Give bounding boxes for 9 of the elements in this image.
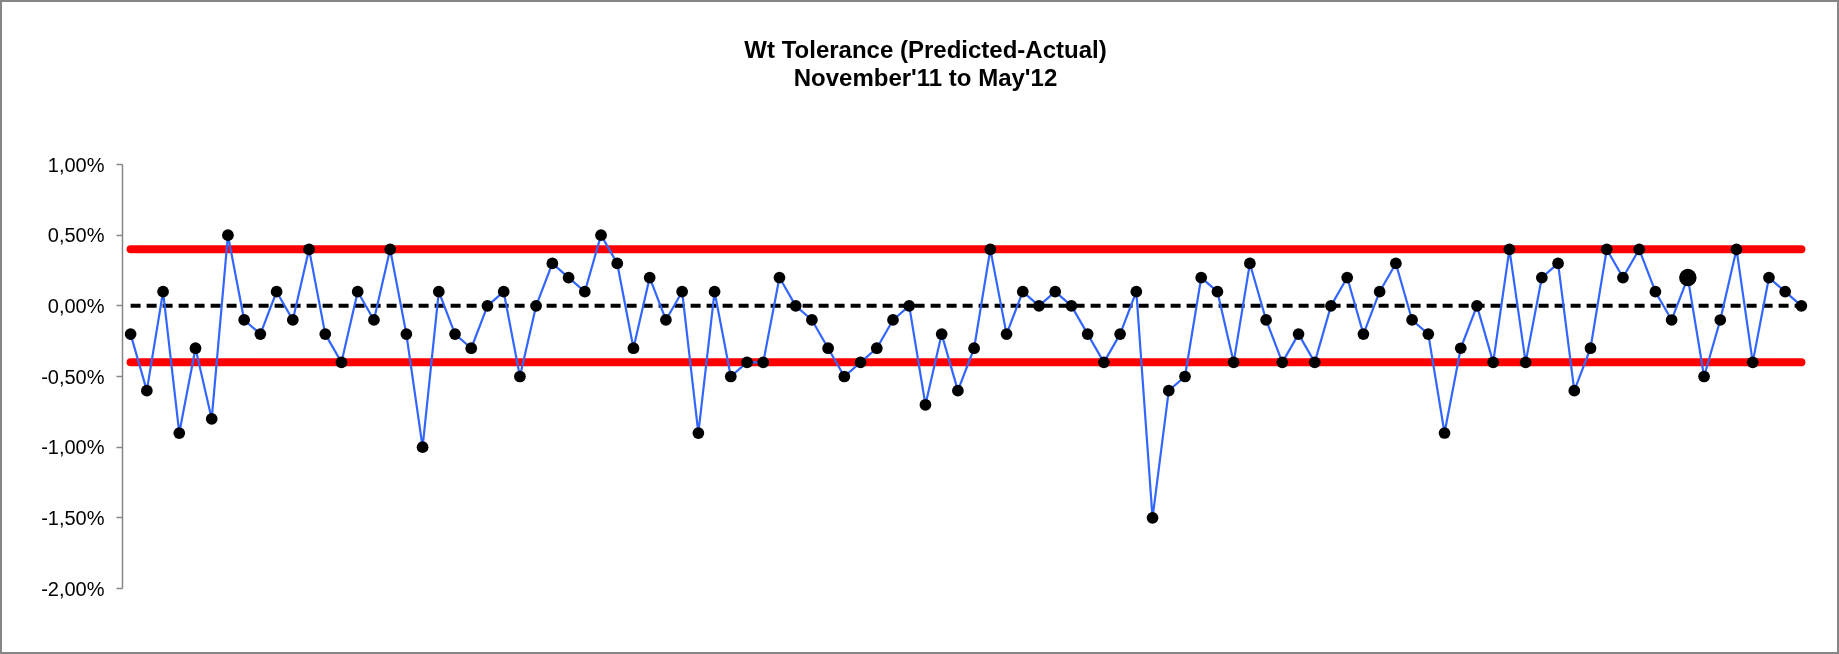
y-tick-label: -0,50% [41, 365, 105, 388]
y-tick-label: -1,00% [41, 436, 105, 459]
chart-title: Wt Tolerance (Predicted-Actual) [743, 36, 1108, 64]
chart-subtitle: November'11 to May'12 [792, 64, 1059, 92]
y-tick-label: 1,00% [47, 153, 105, 176]
y-tick-label: -2,00% [41, 577, 105, 600]
y-tick-label: 0,00% [47, 294, 105, 317]
y-tick-label: -1,50% [41, 506, 105, 529]
y-tick-label: 0,50% [47, 224, 105, 247]
